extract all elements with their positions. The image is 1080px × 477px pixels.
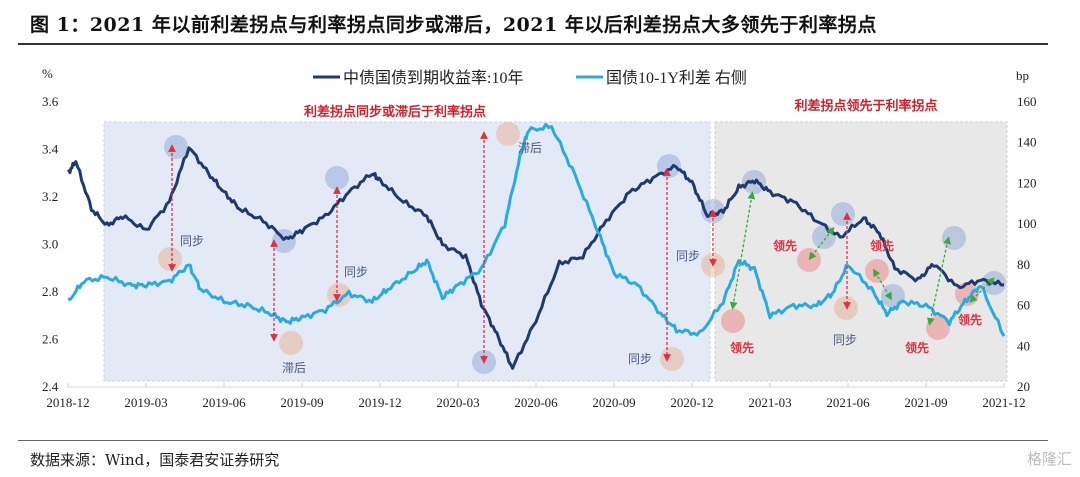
annotation-label: 领先 [730, 340, 754, 355]
title-rule [18, 43, 1048, 45]
lead-arrow [729, 191, 756, 310]
turning-point-highlight [701, 253, 725, 277]
right-y-tick-label: 60 [1017, 298, 1030, 313]
figure-title: 图 1：2021 年以前利差拐点与利率拐点同步或滞后，2021 年以后利差拐点大… [30, 14, 877, 36]
turning-point-highlight [865, 259, 889, 283]
turning-point-highlight [472, 350, 496, 374]
turning-point-highlight [660, 347, 684, 371]
chart: 利差拐点同步或滞后于利率拐点 利差拐点领先于利率拐点 % bp 中债国债到期收益… [42, 66, 1037, 410]
turning-point-highlight [164, 135, 188, 159]
x-tick-label: 2019-03 [124, 395, 167, 410]
right-y-tick-label: 20 [1017, 379, 1030, 394]
x-tick-label: 2019-06 [202, 395, 246, 410]
turning-point-highlight [496, 122, 520, 146]
source-note: 数据来源：Wind，国泰君安证券研究 [30, 451, 280, 469]
x-tick-label: 2020-09 [592, 395, 635, 410]
annotation-label: 领先 [958, 312, 982, 327]
annotation-label: 领先 [773, 238, 797, 253]
left-axis-unit: % [42, 66, 53, 81]
watermark-text: 格隆汇 [1026, 450, 1072, 468]
turning-point-highlight [721, 309, 745, 333]
legend-label-spread: 国债10-1Y利差 右侧 [606, 69, 747, 87]
lead-arrow [808, 226, 835, 261]
right-y-tick-label: 120 [1017, 175, 1037, 190]
series-line-yield [66, 146, 1004, 370]
left-y-tick-label: 2.4 [42, 379, 59, 394]
turning-point-highlight [279, 331, 303, 355]
turning-point-highlight [831, 202, 855, 226]
annotation-label: 同步 [344, 265, 368, 279]
x-tick-label: 2020-06 [514, 395, 558, 410]
annotation-label: 同步 [180, 234, 204, 248]
legend-label-yield: 中债国债到期收益率:10年 [343, 69, 523, 87]
left-y-tick-label: 3.0 [42, 237, 58, 252]
x-tick-label: 2019-09 [280, 395, 323, 410]
turning-point-highlight [657, 154, 681, 178]
annotation-label: 滞后 [518, 141, 542, 155]
right-y-tick-label: 40 [1017, 338, 1030, 353]
annotation-label: 同步 [833, 333, 857, 347]
annotation-label: 领先 [905, 340, 929, 355]
right-y-tick-label: 160 [1017, 94, 1037, 109]
watermark-logo: 格隆汇 [1027, 448, 1072, 469]
x-tick-label: 2021-06 [826, 395, 870, 410]
right-y-tick-label: 100 [1017, 216, 1037, 231]
x-tick-label: 2021-12 [982, 395, 1025, 410]
source-rule [18, 440, 1048, 441]
left-y-tick-label: 3.4 [42, 142, 59, 157]
right-axis-unit: bp [1016, 68, 1029, 83]
left-y-tick-label: 3.2 [42, 189, 58, 204]
turning-point-highlight [812, 225, 836, 249]
right-y-tick-label: 140 [1017, 135, 1037, 150]
turning-point-highlight [942, 226, 966, 250]
region-label-pre: 利差拐点同步或滞后于利率拐点 [304, 104, 486, 119]
annotation-label: 同步 [628, 352, 652, 366]
left-y-tick-label: 3.6 [42, 94, 59, 109]
x-tick-label: 2021-09 [904, 395, 947, 410]
annotation-label: 同步 [676, 249, 700, 263]
annotation-label: 领先 [870, 238, 894, 253]
post-2021-region [714, 121, 1008, 382]
region-label-post: 利差拐点领先于利率拐点 [794, 98, 937, 113]
x-tick-label: 2021-03 [748, 395, 791, 410]
pre-2021-region [103, 121, 711, 382]
right-y-tick-label: 80 [1017, 257, 1030, 272]
x-tick-label: 2019-12 [358, 395, 401, 410]
x-tick-label: 2020-03 [436, 395, 479, 410]
left-y-tick-label: 2.6 [42, 332, 59, 347]
lead-arrow [927, 236, 951, 326]
left-y-tick-label: 2.8 [42, 284, 58, 299]
x-tick-label: 2018-12 [46, 395, 89, 410]
turning-point-highlight [797, 248, 821, 272]
turning-point-highlight [834, 296, 858, 320]
annotation-label: 滞后 [282, 361, 306, 375]
x-tick-label: 2020-12 [670, 395, 713, 410]
turning-point-highlight [325, 166, 349, 190]
turning-point-highlight [881, 284, 905, 308]
turning-point-highlight [158, 247, 182, 271]
